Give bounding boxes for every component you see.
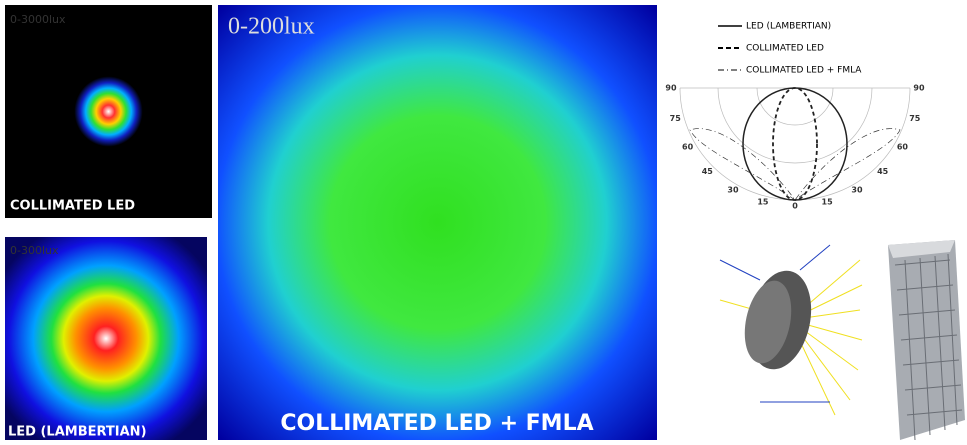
panel-range: 0-3000lux <box>10 13 66 26</box>
angle-tick-label: 45 <box>702 167 714 176</box>
panel-label: COLLIMATED LED <box>10 199 135 214</box>
legend-entry: LED (LAMBERTIAN) <box>746 22 831 32</box>
legend-entry: COLLIMATED LED + FMLA <box>746 66 862 76</box>
angle-tick-label: 60 <box>897 143 909 152</box>
angle-tick-label: 75 <box>909 114 921 123</box>
panel-range: 0-200lux <box>228 14 315 40</box>
legend-entry: COLLIMATED LED <box>746 44 824 54</box>
legend: LED (LAMBERTIAN) COLLIMATED LED COLLIMAT… <box>718 22 862 76</box>
angle-tick-label: 60 <box>682 143 694 152</box>
heatmap-panel <box>5 237 207 440</box>
angle-tick-label: 90 <box>913 84 925 93</box>
heatmap-panel <box>5 5 212 218</box>
panel-label: COLLIMATED LED + FMLA <box>280 411 593 436</box>
panel-range: 0-300lux <box>10 244 59 257</box>
polar-plot <box>679 87 911 201</box>
angle-tick-label: 45 <box>877 167 889 176</box>
microlens-array <box>888 240 965 441</box>
angle-tick-label: 90 <box>665 84 677 93</box>
angle-tick-label: 75 <box>670 114 682 123</box>
lens-diagram <box>719 244 863 416</box>
heatmap-panel <box>218 5 657 440</box>
angle-tick-label: 15 <box>822 197 834 206</box>
angle-tick-label: 30 <box>851 186 863 195</box>
angle-tick-label: 0 <box>792 202 798 211</box>
angle-tick-label: 30 <box>727 186 739 195</box>
panel-label: LED (LAMBERTIAN) <box>8 425 147 440</box>
angle-tick-label: 15 <box>757 197 769 206</box>
